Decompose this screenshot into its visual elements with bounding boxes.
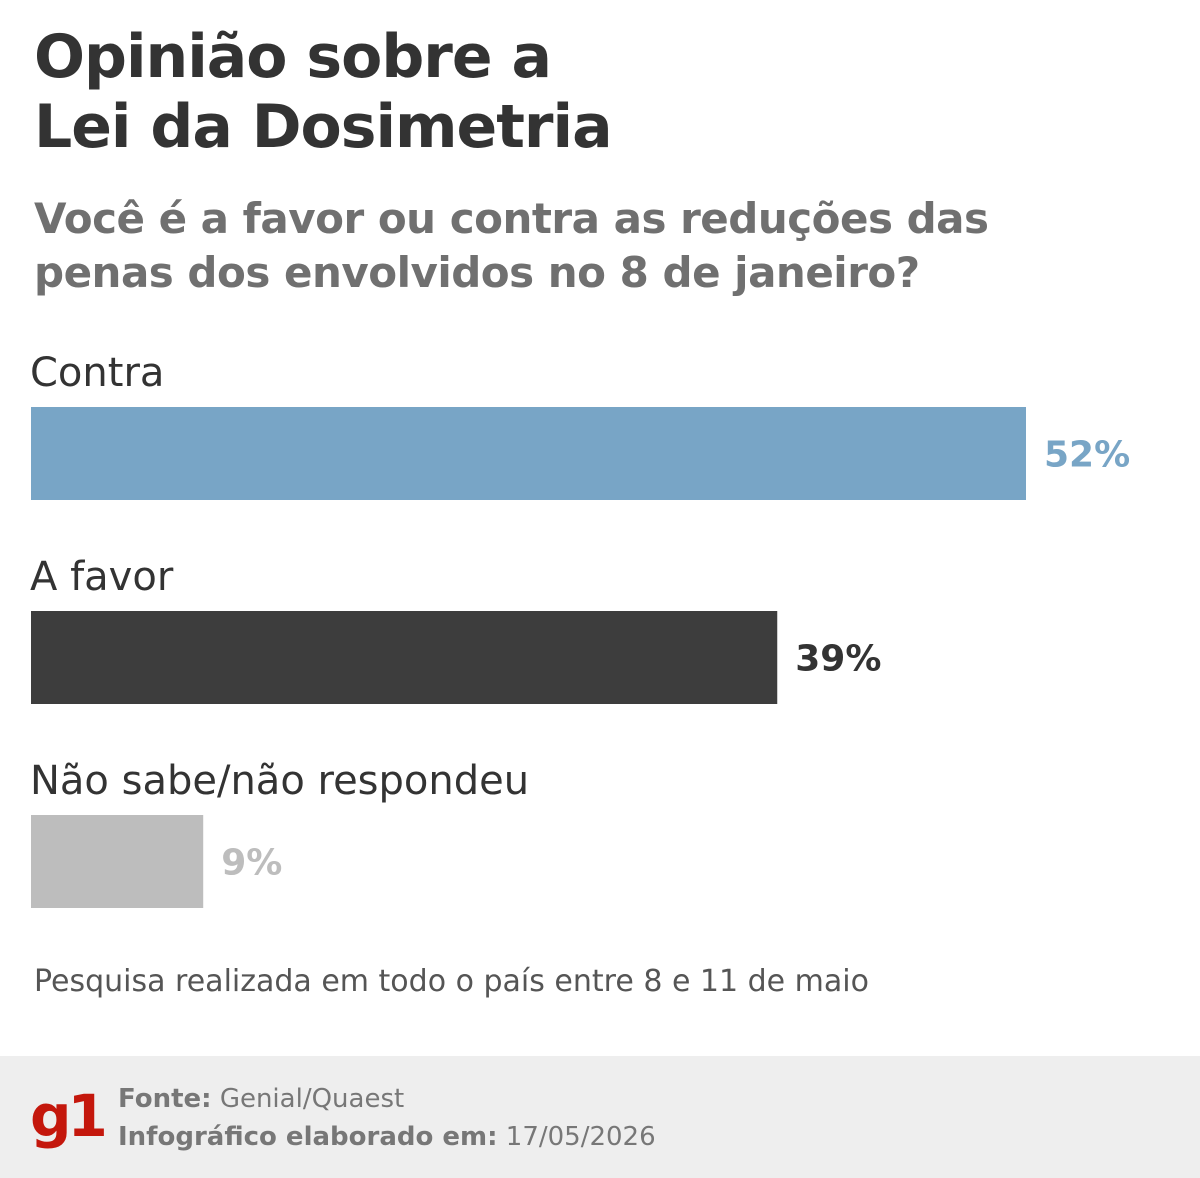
category-label: Contra <box>30 350 164 396</box>
subtitle-line-1: Você é a favor ou contra as reduções das <box>34 194 989 243</box>
date-label: Infográfico elaborado em: <box>118 1122 498 1152</box>
source-value: Genial/Quaest <box>219 1084 405 1114</box>
value-label: 52% <box>1044 435 1130 476</box>
chart-title: Opinião sobre a Lei da Dosimetria <box>34 22 1164 162</box>
bar <box>31 815 204 908</box>
bar <box>31 407 1026 500</box>
survey-note: Pesquisa realizada em todo o país entre … <box>34 964 869 999</box>
g1-logo: g1 <box>30 1082 108 1150</box>
category-label: Não sabe/não respondeu <box>30 758 529 804</box>
bar-chart: Contra 52% A favor 39% Não sabe/não responde… <box>30 350 1130 908</box>
title-line-1: Opinião sobre a <box>34 22 552 92</box>
source-line: Fonte: Genial/Quaest <box>118 1084 404 1114</box>
chart-subtitle: Você é a favor ou contra as reduções das… <box>34 192 1174 300</box>
value-label: 9% <box>221 843 282 884</box>
date-line: Infográfico elaborado em: 17/05/2026 <box>118 1122 656 1152</box>
bar <box>31 611 778 704</box>
footer: g1 Fonte: Genial/Quaest Infográfico elab… <box>0 1056 1200 1178</box>
source-label: Fonte: <box>118 1084 212 1114</box>
title-line-2: Lei da Dosimetria <box>34 92 613 162</box>
category-label: A favor <box>30 554 174 600</box>
value-label: 39% <box>795 639 881 680</box>
date-value: 17/05/2026 <box>505 1122 656 1152</box>
subtitle-line-2: penas dos envolvidos no 8 de janeiro? <box>34 248 920 297</box>
